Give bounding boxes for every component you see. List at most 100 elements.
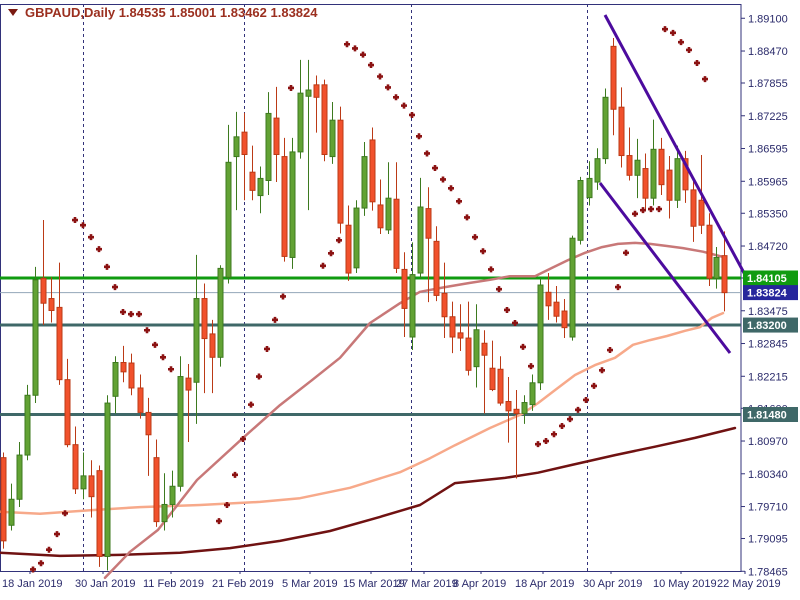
- price-badge: [743, 317, 798, 333]
- candle: [64, 379, 71, 446]
- candle: [137, 387, 144, 413]
- candle: [626, 155, 633, 176]
- candle: [281, 156, 288, 257]
- y-tick-label: 1.88470: [748, 46, 788, 58]
- candle: [385, 197, 392, 231]
- candle: [24, 394, 31, 456]
- plot-border: [0, 4, 742, 572]
- y-tick-label: 1.87225: [748, 111, 788, 123]
- candle: [217, 267, 224, 358]
- symbol-marker-icon: [8, 9, 18, 16]
- candle: [409, 274, 416, 338]
- candle: [193, 298, 200, 383]
- candle: [56, 306, 63, 381]
- y-tick-label: 1.82215: [748, 371, 788, 383]
- price-badge: [743, 270, 798, 286]
- price-level-badges: 1.84105 1.83200 1.81480 1.83824: [743, 270, 798, 422]
- candle: [610, 45, 617, 110]
- candle: [225, 161, 232, 278]
- candle: [48, 298, 55, 312]
- candle: [393, 198, 400, 269]
- candle: [650, 148, 657, 199]
- candle: [32, 279, 39, 396]
- candle: [449, 316, 456, 338]
- y-tick-label: 1.86595: [748, 144, 788, 156]
- x-tick-label: 18 Apr 2019: [515, 578, 574, 590]
- candle: [145, 411, 152, 436]
- candle: [481, 342, 488, 356]
- candle: [273, 117, 280, 155]
- candle: [465, 337, 472, 371]
- support-resistance-lines[interactable]: [0, 276, 741, 416]
- candle: [713, 256, 720, 279]
- candle: [361, 156, 368, 209]
- y-tick-label: 1.85350: [748, 208, 788, 220]
- candle: [72, 444, 79, 490]
- chart-symbol-period: GBPAUD,Daily: [25, 5, 116, 20]
- candle: [80, 475, 87, 490]
- candle: [553, 301, 560, 317]
- chart-title: GBPAUD,Daily 1.84535 1.85001 1.83462 1.8…: [8, 5, 318, 20]
- candle: [618, 106, 625, 157]
- candle: [706, 224, 713, 279]
- candle: [586, 177, 593, 199]
- candle: [305, 89, 312, 97]
- candle: [329, 119, 336, 158]
- y-tick-label: 1.79095: [748, 534, 788, 546]
- candle: [289, 151, 296, 258]
- candle: [425, 208, 432, 239]
- date-axis[interactable]: 18 Jan 2019 30 Jan 2019 11 Feb 2019 21 Feb …: [2, 571, 781, 590]
- candle: [401, 268, 408, 309]
- candle: [529, 382, 536, 406]
- candle: [104, 402, 111, 557]
- y-tick-label: 1.78465: [748, 566, 788, 578]
- candle: [489, 367, 496, 391]
- ma-slow-200: [0, 426, 737, 558]
- trendlines[interactable]: [598, 14, 759, 354]
- x-tick-label: 21 Feb 2019: [212, 578, 274, 590]
- trendline-upper: [603, 14, 759, 298]
- candle: [577, 180, 584, 241]
- y-tick-label: 1.89100: [748, 13, 788, 25]
- candle: [241, 131, 248, 155]
- x-tick-label: 27 Mar 2019: [396, 578, 458, 590]
- candle: [112, 362, 119, 397]
- candle: [16, 454, 23, 500]
- candle: [674, 158, 681, 201]
- candlesticks[interactable]: [0, 38, 728, 571]
- candle: [0, 457, 7, 542]
- candle: [642, 168, 649, 199]
- y-tick-label: 1.85965: [748, 176, 788, 188]
- candle: [88, 475, 95, 498]
- candle: [417, 206, 424, 274]
- candle: [473, 329, 480, 368]
- candle: [209, 333, 216, 358]
- x-tick-label: 15 Mar 2019: [343, 578, 405, 590]
- candle: [337, 119, 344, 224]
- candle: [545, 291, 552, 307]
- candle: [153, 457, 160, 523]
- ma-mid-50: [0, 311, 725, 516]
- y-tick-label: 1.83475: [748, 306, 788, 318]
- candle: [185, 377, 192, 391]
- candle: [433, 240, 440, 296]
- y-tick-label: 1.84720: [748, 241, 788, 253]
- candle: [201, 298, 208, 340]
- candle: [40, 277, 47, 304]
- x-tick-label: 10 May 2019: [653, 578, 717, 590]
- candle: [594, 158, 601, 183]
- parabolic-sar-dots: [30, 26, 708, 573]
- candle: [345, 224, 352, 274]
- candle: [161, 503, 168, 523]
- candle: [249, 171, 256, 191]
- x-tick-label: 11 Feb 2019: [143, 578, 204, 590]
- candle: [521, 402, 528, 414]
- y-tick-label: 1.80340: [748, 469, 788, 481]
- x-tick-label: 30 Jan 2019: [75, 578, 136, 590]
- candle: [120, 362, 127, 373]
- candle: [666, 169, 673, 201]
- candle: [265, 112, 272, 181]
- x-tick-label: 18 Jan 2019: [2, 578, 63, 590]
